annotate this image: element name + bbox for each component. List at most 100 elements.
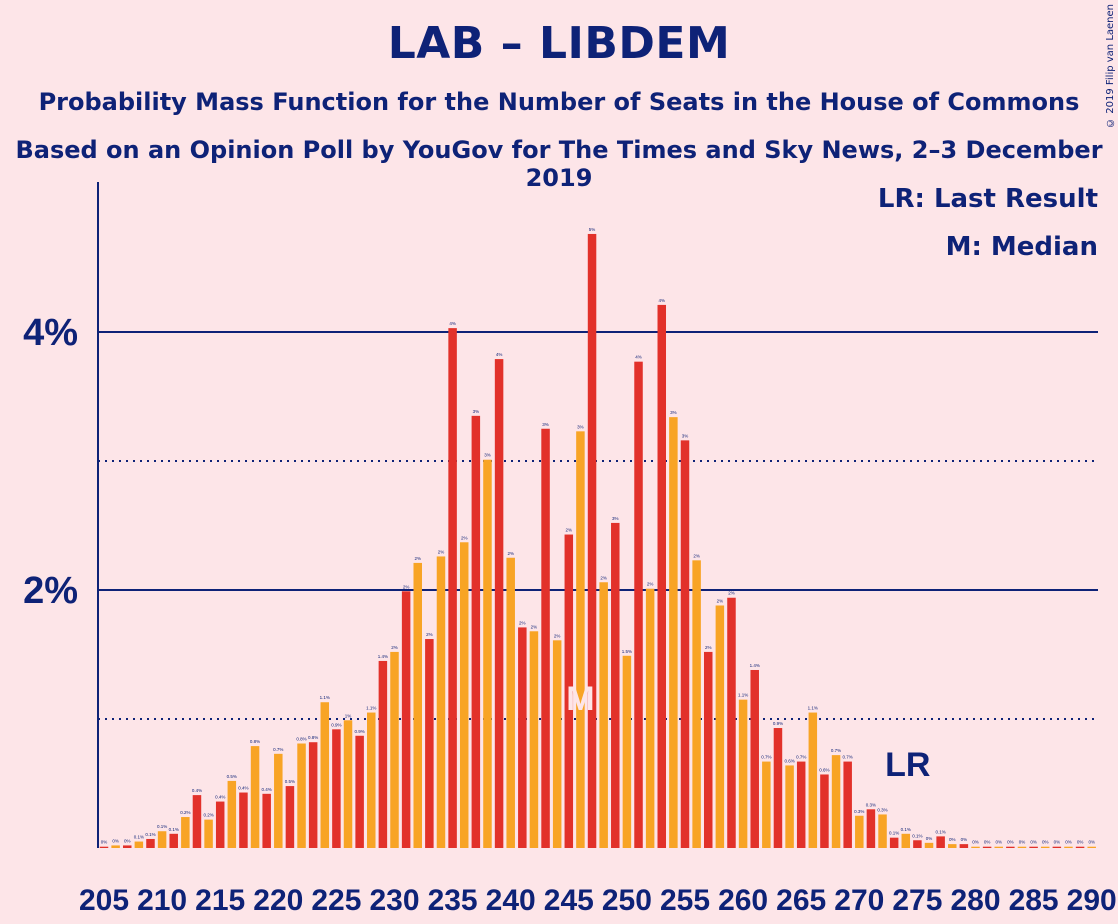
bar-seat-280 (971, 846, 980, 848)
data-label: 0.6% (819, 767, 829, 772)
data-label: 2% (461, 535, 468, 540)
bar-seat-254 (669, 417, 678, 848)
x-tick-label: 265 (776, 884, 826, 917)
data-label: 0% (112, 838, 119, 843)
data-label: 0.1% (901, 827, 911, 832)
last-result-marker: LR (885, 746, 930, 784)
data-label: 0.3% (866, 802, 876, 807)
bar-seat-269 (843, 761, 852, 848)
data-label: 0% (101, 840, 108, 845)
data-label: 0.4% (215, 795, 225, 800)
bar-seat-289 (1075, 846, 1085, 848)
bar-seat-236 (459, 542, 469, 848)
bar-seat-245 (564, 534, 574, 848)
data-label: 2% (426, 632, 433, 637)
bar-seat-266 (808, 712, 818, 848)
bar-seat-282 (994, 846, 1003, 848)
data-label: 0% (995, 840, 1002, 845)
bar-seat-262 (762, 761, 771, 848)
median-marker: M (566, 680, 594, 718)
bar-seat-250 (622, 655, 632, 848)
bar-seat-207 (122, 845, 132, 848)
bar-seat-206 (111, 845, 120, 848)
data-label: 2% (438, 549, 445, 554)
bar-seat-226 (343, 720, 353, 848)
data-label: 1.1% (738, 693, 748, 698)
x-tick-label: 215 (195, 884, 245, 917)
bar-seat-239 (494, 359, 504, 848)
bar-seat-217 (239, 792, 248, 848)
bar-seat-251 (634, 361, 643, 848)
data-label: 0.4% (238, 786, 248, 791)
data-label: 0.6% (784, 758, 794, 763)
bar-seat-268 (831, 755, 841, 848)
chart-subtitle-source: Based on an Opinion Poll by YouGov for T… (15, 136, 1103, 192)
data-label: 0.7% (273, 747, 283, 752)
bar-seat-260 (738, 699, 748, 848)
data-label: 0.1% (936, 829, 946, 834)
data-label: 1.1% (320, 695, 330, 700)
data-label: 2% (693, 553, 700, 558)
data-label: 0.9% (355, 729, 365, 734)
data-label: 3% (670, 410, 677, 415)
data-label: 0% (1077, 840, 1084, 845)
data-label: 0% (1088, 840, 1095, 845)
data-label: 1.1% (366, 706, 376, 711)
bar-seat-259 (727, 597, 736, 848)
bar-seat-244 (552, 640, 562, 848)
bar-seat-223 (308, 742, 318, 848)
y-tick-label: 2% (23, 570, 78, 612)
data-label: 0.7% (796, 755, 806, 760)
bar-seat-219 (262, 793, 271, 848)
x-tick-label: 250 (602, 884, 652, 917)
data-label: 3% (542, 422, 549, 427)
data-label: 1% (345, 713, 352, 718)
data-label: 0.1% (145, 832, 155, 837)
bar-seat-270 (855, 815, 864, 848)
bar-seat-216 (227, 780, 237, 848)
data-label: 4% (496, 352, 503, 357)
bar-seat-285 (1029, 846, 1038, 848)
bar-seat-288 (1064, 846, 1073, 848)
bar-seat-272 (878, 814, 887, 848)
bar-seat-231 (401, 591, 411, 848)
data-label: 0% (1065, 840, 1072, 845)
x-tick-label: 220 (253, 884, 303, 917)
data-label: 0.3% (877, 807, 887, 812)
data-label: 2% (600, 575, 607, 580)
data-label: 0.3% (854, 809, 864, 814)
data-label: 2% (519, 620, 526, 625)
data-label: 0.7% (843, 755, 853, 760)
x-tick-label: 285 (1009, 884, 1059, 917)
data-label: 0% (1030, 840, 1037, 845)
x-tick-label: 290 (1067, 884, 1117, 917)
bar-seat-279 (959, 844, 969, 848)
bar-seat-277 (936, 836, 945, 848)
data-label: 4% (449, 321, 456, 326)
bar-seat-224 (320, 702, 330, 848)
data-label: 0% (984, 840, 991, 845)
bar-seat-212 (181, 817, 190, 848)
bar-seat-210 (157, 831, 167, 848)
data-label: 1.5% (622, 649, 632, 654)
x-tick-label: 245 (544, 884, 594, 917)
bar-seat-214 (204, 819, 213, 848)
data-label: 3% (484, 453, 491, 458)
bar-seat-242 (529, 631, 539, 848)
data-label: 1.4% (750, 663, 760, 668)
x-tick-label: 210 (137, 884, 187, 917)
y-tick-label: 4% (23, 312, 78, 354)
bar-seat-283 (1006, 846, 1015, 848)
data-label: 0% (1054, 840, 1061, 845)
bar-seat-229 (378, 660, 388, 848)
data-label: 0.9% (773, 721, 783, 726)
bar-seat-218 (250, 746, 260, 848)
bar-seat-271 (866, 809, 876, 848)
data-label: 2% (403, 584, 410, 589)
bar-seat-225 (332, 729, 341, 848)
legend-median: M: Median (945, 232, 1098, 262)
bar-seat-213 (192, 795, 202, 848)
data-label: 0% (1042, 840, 1049, 845)
bar-seat-240 (506, 557, 515, 848)
data-label: 2% (728, 591, 735, 596)
